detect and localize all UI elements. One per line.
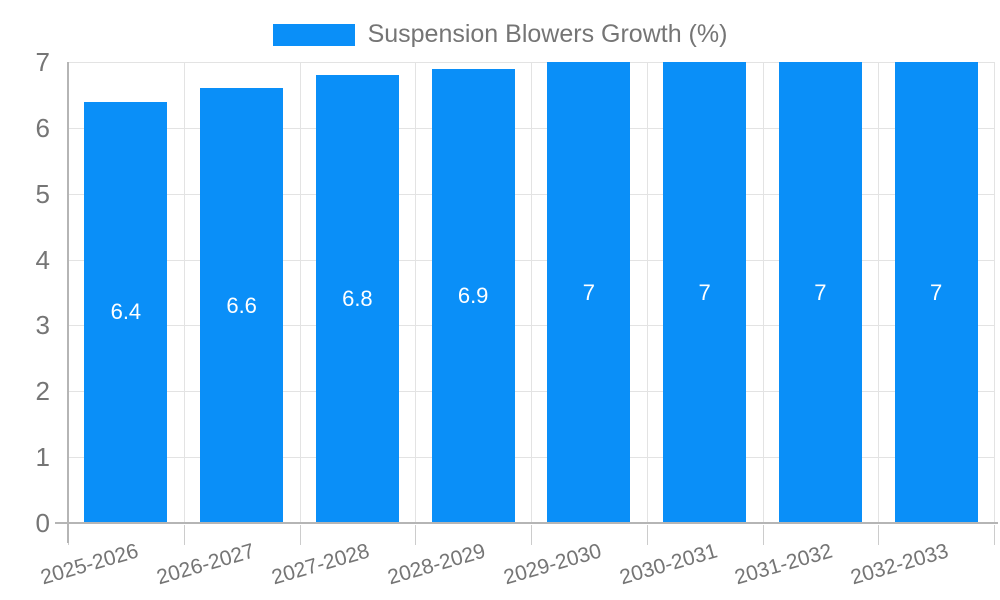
x-axis-tick <box>531 525 532 545</box>
y-axis-tick-label: 4 <box>35 244 50 275</box>
x-axis-line <box>55 522 998 524</box>
y-axis-tick-label: 3 <box>35 310 50 341</box>
bar-2027-2028[interactable] <box>315 75 399 523</box>
bar-2026-2027[interactable] <box>200 88 284 523</box>
x-axis-tick <box>994 525 995 545</box>
y-axis-tick-label: 0 <box>35 508 50 538</box>
y-axis-tick-label: 5 <box>35 178 50 209</box>
gridline-vertical <box>299 62 301 523</box>
gridline-vertical <box>531 62 532 523</box>
y-axis-tick-label: 2 <box>35 376 50 407</box>
x-axis-tick <box>878 525 880 545</box>
x-axis-tick <box>762 525 764 545</box>
gridline-vertical <box>994 62 995 523</box>
gridline-vertical <box>762 62 764 523</box>
gridline-vertical <box>183 62 185 523</box>
gridline-vertical <box>878 62 880 523</box>
y-axis-line <box>67 62 69 543</box>
x-axis-tick <box>183 525 185 545</box>
bar-2030-2031[interactable] <box>663 62 747 523</box>
x-axis-tick <box>299 525 301 545</box>
bar-2025-2026[interactable] <box>84 101 168 523</box>
gridline-vertical <box>646 62 648 523</box>
y-axis-tick-label: 6 <box>35 112 50 143</box>
bar-2029-2030[interactable] <box>547 62 631 523</box>
bar-2028-2029[interactable] <box>431 68 515 523</box>
bar-2031-2032[interactable] <box>778 62 862 523</box>
y-axis-tick-label: 7 <box>35 47 50 77</box>
gridline-vertical <box>415 62 417 523</box>
x-axis-tick <box>415 525 417 545</box>
bar-2032-2033[interactable] <box>894 62 978 523</box>
y-axis-tick-label: 1 <box>35 442 50 473</box>
x-axis-tick <box>646 525 648 545</box>
